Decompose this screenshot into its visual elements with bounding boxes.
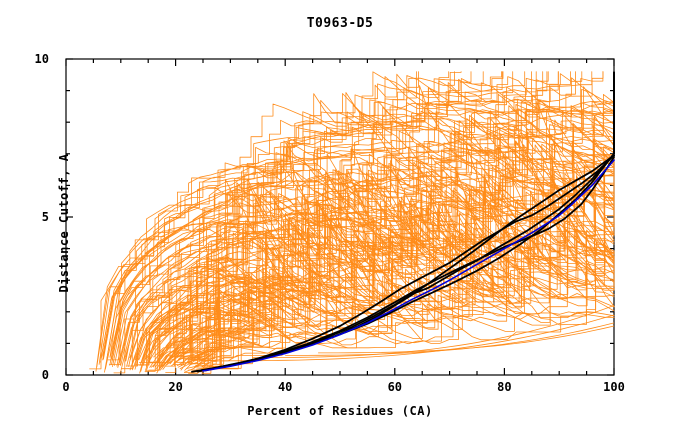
blue-curve	[202, 159, 615, 372]
model-curve	[182, 147, 615, 358]
y-tick-label: 10	[34, 52, 49, 66]
model-curve	[187, 203, 615, 365]
model-curve	[112, 71, 571, 367]
black-curve-5	[207, 156, 615, 371]
model-curve	[95, 71, 514, 372]
model-curve	[117, 89, 615, 368]
x-tick-label: 40	[277, 380, 293, 394]
model-curve-outlier	[318, 325, 615, 354]
series-predictor-models	[89, 71, 615, 374]
model-curve	[201, 202, 615, 374]
model-curve	[102, 71, 604, 361]
model-curve	[112, 71, 484, 361]
model-curve	[187, 205, 615, 363]
y-axis-label: Distance Cutoff, A	[57, 153, 71, 293]
model-curve	[159, 71, 417, 358]
series-best-models	[191, 71, 615, 373]
x-tick-label: 80	[497, 380, 512, 394]
model-curve	[193, 207, 615, 368]
model-curve	[107, 71, 472, 361]
model-curve	[128, 94, 615, 367]
model-curve	[139, 118, 615, 366]
model-curve	[176, 160, 615, 358]
x-tick-label: 0	[62, 380, 70, 394]
model-curve-outlier	[252, 305, 615, 358]
model-curve	[135, 122, 615, 366]
model-curve	[190, 221, 615, 360]
model-curve	[177, 206, 615, 367]
model-curve	[205, 265, 615, 372]
model-curve	[186, 163, 615, 369]
black-curve-3	[202, 154, 615, 372]
x-tick-label: 100	[603, 380, 625, 394]
model-curve	[129, 105, 615, 361]
model-curve-outlier	[219, 314, 615, 362]
model-curve	[203, 151, 615, 366]
x-tick-label: 20	[168, 380, 183, 394]
model-curve	[195, 247, 615, 366]
model-curve	[120, 98, 615, 366]
black-curve-4	[196, 154, 615, 373]
model-curve	[121, 108, 615, 370]
model-curve	[102, 71, 537, 361]
model-curve	[192, 192, 615, 373]
model-curve	[164, 158, 615, 367]
y-tick-label: 0	[41, 368, 49, 382]
model-curve	[201, 171, 615, 368]
y-tick-label: 5	[41, 210, 49, 224]
model-curve	[100, 71, 526, 363]
model-curve	[179, 138, 615, 369]
model-curve	[105, 82, 615, 370]
model-curve	[201, 184, 615, 369]
model-curve	[207, 158, 615, 370]
x-axis-label: Percent of Residues (CA)	[247, 404, 433, 418]
model-curve	[191, 169, 615, 359]
x-tick-label: 60	[387, 380, 403, 394]
chart-title: T0963-D5	[306, 16, 374, 31]
model-curve	[140, 143, 615, 372]
